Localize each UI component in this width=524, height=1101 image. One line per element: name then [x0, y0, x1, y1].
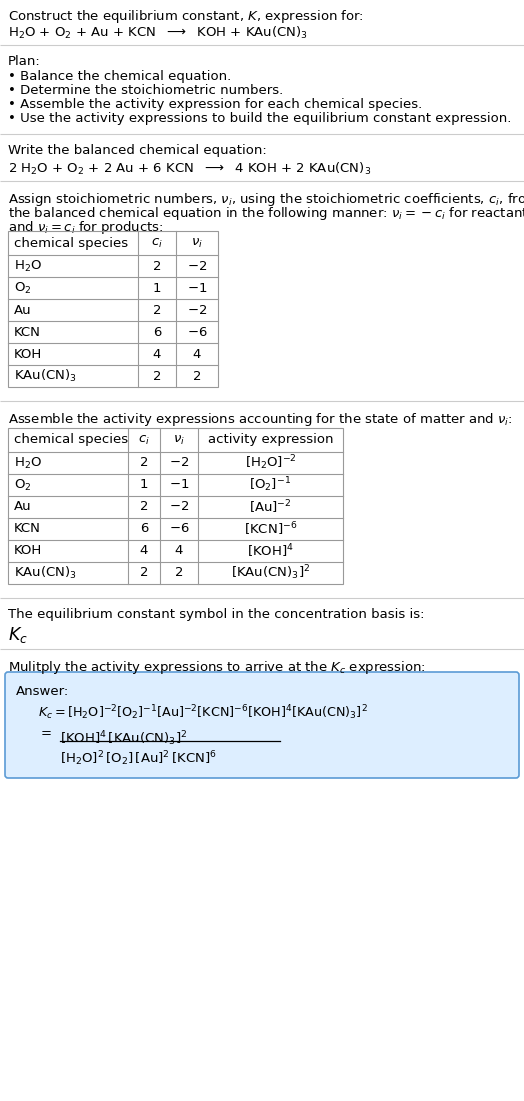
Text: 4: 4: [153, 348, 161, 360]
Text: $=$: $=$: [38, 724, 52, 738]
Text: 6: 6: [140, 523, 148, 535]
Text: 1: 1: [153, 282, 161, 294]
Text: $\mathrm{KAu(CN)_3}$: $\mathrm{KAu(CN)_3}$: [14, 565, 77, 581]
Text: $[\mathrm{KAu(CN)_3}]^{2}$: $[\mathrm{KAu(CN)_3}]^{2}$: [231, 564, 310, 582]
Text: $c_i$: $c_i$: [151, 237, 163, 250]
Text: activity expression: activity expression: [208, 434, 333, 447]
Text: $[\mathrm{KCN}]^{-6}$: $[\mathrm{KCN}]^{-6}$: [244, 521, 297, 537]
FancyBboxPatch shape: [5, 672, 519, 778]
Text: Assign stoichiometric numbers, $\nu_i$, using the stoichiometric coefficients, $: Assign stoichiometric numbers, $\nu_i$, …: [8, 190, 524, 208]
Text: chemical species: chemical species: [14, 237, 128, 250]
Text: $[\mathrm{KOH}]^{4}$: $[\mathrm{KOH}]^{4}$: [247, 542, 294, 559]
Text: 2: 2: [153, 370, 161, 382]
Text: 2: 2: [140, 457, 148, 469]
Text: $c_i$: $c_i$: [138, 434, 150, 447]
Text: • Assemble the activity expression for each chemical species.: • Assemble the activity expression for e…: [8, 98, 422, 111]
Text: 2: 2: [140, 567, 148, 579]
Text: $K_c = [\mathrm{H_2O}]^{-2}[\mathrm{O_2}]^{-1}[\mathrm{Au}]^{-2}[\mathrm{KCN}]^{: $K_c = [\mathrm{H_2O}]^{-2}[\mathrm{O_2}…: [38, 704, 368, 721]
Text: $[\mathrm{H_2O}]^{2}\,[\mathrm{O_2}]\,[\mathrm{Au}]^{2}\,[\mathrm{KCN}]^{6}$: $[\mathrm{H_2O}]^{2}\,[\mathrm{O_2}]\,[\…: [60, 749, 217, 767]
Text: $\nu_i$: $\nu_i$: [173, 434, 185, 447]
Text: $\nu_i$: $\nu_i$: [191, 237, 203, 250]
Text: Au: Au: [14, 304, 31, 316]
Text: Write the balanced chemical equation:: Write the balanced chemical equation:: [8, 144, 267, 157]
Bar: [8, 231, 218, 386]
Text: $\mathrm{H_2O}$: $\mathrm{H_2O}$: [14, 456, 42, 470]
Text: $[\mathrm{H_2O}]^{-2}$: $[\mathrm{H_2O}]^{-2}$: [245, 454, 297, 472]
Text: Mulitply the activity expressions to arrive at the $K_c$ expression:: Mulitply the activity expressions to arr…: [8, 659, 426, 676]
Text: 2: 2: [140, 501, 148, 513]
Text: • Balance the chemical equation.: • Balance the chemical equation.: [8, 70, 231, 83]
Text: $-1$: $-1$: [169, 479, 189, 491]
Text: $-2$: $-2$: [169, 501, 189, 513]
Text: 2: 2: [193, 370, 201, 382]
Text: $\mathrm{H_2O}$ + $\mathrm{O_2}$ + Au + KCN  $\longrightarrow$  KOH + $\mathrm{K: $\mathrm{H_2O}$ + $\mathrm{O_2}$ + Au + …: [8, 25, 308, 41]
Text: 4: 4: [175, 545, 183, 557]
Text: 4: 4: [140, 545, 148, 557]
Text: • Determine the stoichiometric numbers.: • Determine the stoichiometric numbers.: [8, 84, 283, 97]
Text: $-2$: $-2$: [187, 304, 207, 316]
Text: KCN: KCN: [14, 523, 41, 535]
Text: 1: 1: [140, 479, 148, 491]
Text: $\mathrm{O_2}$: $\mathrm{O_2}$: [14, 478, 31, 492]
Text: the balanced chemical equation in the following manner: $\nu_i = -c_i$ for react: the balanced chemical equation in the fo…: [8, 205, 524, 222]
Text: Answer:: Answer:: [16, 685, 69, 698]
Text: $\mathrm{O_2}$: $\mathrm{O_2}$: [14, 281, 31, 295]
Text: KOH: KOH: [14, 348, 42, 360]
Text: $[\mathrm{Au}]^{-2}$: $[\mathrm{Au}]^{-2}$: [249, 499, 292, 515]
Text: $-1$: $-1$: [187, 282, 207, 294]
Text: $[\mathrm{KOH}]^{4}\,[\mathrm{KAu(CN)_3}]^{2}$: $[\mathrm{KOH}]^{4}\,[\mathrm{KAu(CN)_3}…: [60, 729, 188, 748]
Text: $\mathrm{KAu(CN)_3}$: $\mathrm{KAu(CN)_3}$: [14, 368, 77, 384]
Text: $[\mathrm{O_2}]^{-1}$: $[\mathrm{O_2}]^{-1}$: [249, 476, 291, 494]
Text: KOH: KOH: [14, 545, 42, 557]
Text: 2: 2: [174, 567, 183, 579]
Text: 4: 4: [193, 348, 201, 360]
Text: $K_c$: $K_c$: [8, 625, 28, 645]
Text: KCN: KCN: [14, 326, 41, 338]
Text: The equilibrium constant symbol in the concentration basis is:: The equilibrium constant symbol in the c…: [8, 608, 424, 621]
Text: $-2$: $-2$: [169, 457, 189, 469]
Text: $-6$: $-6$: [169, 523, 189, 535]
Text: $\mathrm{H_2O}$: $\mathrm{H_2O}$: [14, 259, 42, 273]
Text: Au: Au: [14, 501, 31, 513]
Text: 2: 2: [153, 260, 161, 273]
Text: Plan:: Plan:: [8, 55, 41, 68]
Text: Construct the equilibrium constant, $K$, expression for:: Construct the equilibrium constant, $K$,…: [8, 8, 364, 25]
Bar: [8, 428, 343, 584]
Text: and $\nu_i = c_i$ for products:: and $\nu_i = c_i$ for products:: [8, 219, 163, 236]
Text: $-2$: $-2$: [187, 260, 207, 273]
Text: chemical species: chemical species: [14, 434, 128, 447]
Text: 6: 6: [153, 326, 161, 338]
Text: $-6$: $-6$: [187, 326, 208, 338]
Text: • Use the activity expressions to build the equilibrium constant expression.: • Use the activity expressions to build …: [8, 112, 511, 126]
Text: 2: 2: [153, 304, 161, 316]
Text: Assemble the activity expressions accounting for the state of matter and $\nu_i$: Assemble the activity expressions accoun…: [8, 411, 512, 428]
Text: 2 $\mathrm{H_2O}$ + $\mathrm{O_2}$ + 2 Au + 6 KCN  $\longrightarrow$  4 KOH + 2 : 2 $\mathrm{H_2O}$ + $\mathrm{O_2}$ + 2 A…: [8, 161, 371, 177]
